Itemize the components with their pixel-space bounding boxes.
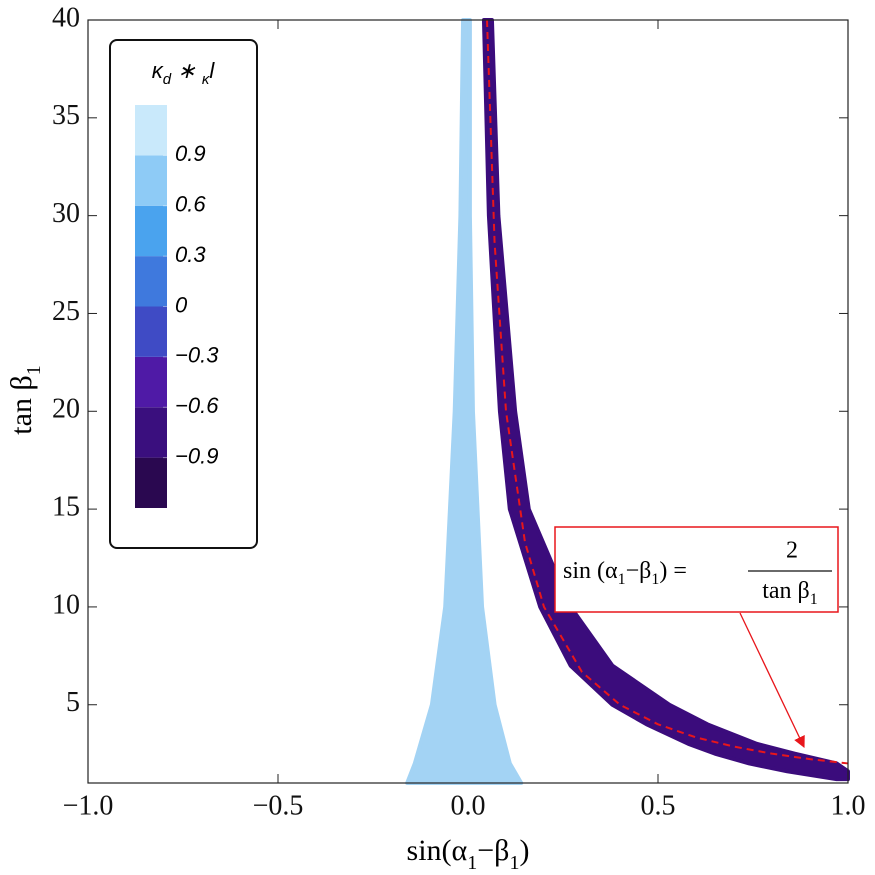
annotation-arrow bbox=[739, 612, 805, 749]
subscript: 1 bbox=[509, 852, 519, 874]
text-part: sin(α bbox=[407, 834, 468, 867]
subscript: 1 bbox=[810, 591, 818, 608]
colorbar-band bbox=[135, 407, 167, 458]
text-part: ) = bbox=[659, 558, 687, 584]
text-part: ) bbox=[519, 834, 529, 867]
frame bbox=[87, 19, 849, 784]
y-tick-label: 30 bbox=[52, 198, 80, 229]
fit-curve bbox=[486, 19, 849, 765]
colorbar-tick-label: 0.3 bbox=[175, 242, 206, 267]
subscript: 1 bbox=[467, 852, 477, 874]
text-part: −β bbox=[626, 558, 652, 584]
subscript: 1 bbox=[618, 571, 626, 588]
annotation-box bbox=[554, 526, 839, 613]
subscript: κ bbox=[202, 71, 211, 88]
text-part: sin (α bbox=[563, 558, 618, 584]
colorbar-band bbox=[135, 256, 167, 307]
text-part: ∗ bbox=[171, 58, 202, 83]
subscript: 1 bbox=[651, 571, 659, 588]
colorbar-band bbox=[135, 457, 167, 508]
colorbar-band bbox=[135, 105, 167, 156]
y-tick-label: 35 bbox=[52, 100, 80, 131]
text-part: κ bbox=[152, 58, 164, 83]
y-tick-label: 25 bbox=[52, 296, 80, 327]
text-part: tan β bbox=[762, 578, 810, 604]
x-tick-label: −1.0 bbox=[63, 790, 114, 821]
x-tick-label: 0.0 bbox=[451, 790, 486, 821]
colorbar-tick-label: 0.6 bbox=[175, 192, 206, 217]
colorbar-tick-label: 0.9 bbox=[175, 141, 206, 166]
y-tick-label: 5 bbox=[66, 687, 80, 718]
colorbar-title: κd ∗ κl bbox=[152, 58, 216, 89]
x-tick-label: 1.0 bbox=[831, 790, 866, 821]
annotation-denominator: tan β1 bbox=[762, 578, 818, 609]
y-tick-label: 40 bbox=[52, 2, 80, 33]
y-tick-label: 20 bbox=[52, 394, 80, 425]
text-part: −β bbox=[477, 834, 509, 867]
annotation-lhs: sin (α1−β1) = bbox=[563, 558, 687, 589]
colorbar-tick-label: −0.6 bbox=[175, 393, 219, 418]
subscript: d bbox=[163, 71, 172, 88]
text-part: tan β bbox=[5, 375, 38, 434]
scatter-region bbox=[481, 18, 850, 782]
colorbar-tick-label: −0.3 bbox=[175, 343, 219, 368]
colorbar: 0.9 0.6 0.3 0 −0.3 −0.6 −0.9 bbox=[135, 105, 219, 508]
colorbar-tick-label: 0 bbox=[175, 292, 188, 317]
y-axis-label: tan β1 bbox=[5, 365, 45, 434]
y-tick-label: 15 bbox=[52, 492, 80, 523]
x-tick-label: 0.5 bbox=[641, 790, 676, 821]
y-tick-label: 10 bbox=[52, 589, 80, 620]
annotation-numerator: 2 bbox=[786, 538, 798, 564]
text-part: l bbox=[209, 58, 215, 83]
x-tick-label: −0.5 bbox=[253, 790, 304, 821]
subscript: 1 bbox=[23, 365, 45, 375]
colorbar-band bbox=[135, 306, 167, 357]
colorbar-tick-label: −0.9 bbox=[175, 443, 218, 468]
colorbar-band bbox=[135, 155, 167, 206]
colorbar-band bbox=[135, 205, 167, 257]
colorbar-band bbox=[135, 356, 167, 408]
x-axis-label: sin(α1−β1) bbox=[407, 834, 530, 874]
